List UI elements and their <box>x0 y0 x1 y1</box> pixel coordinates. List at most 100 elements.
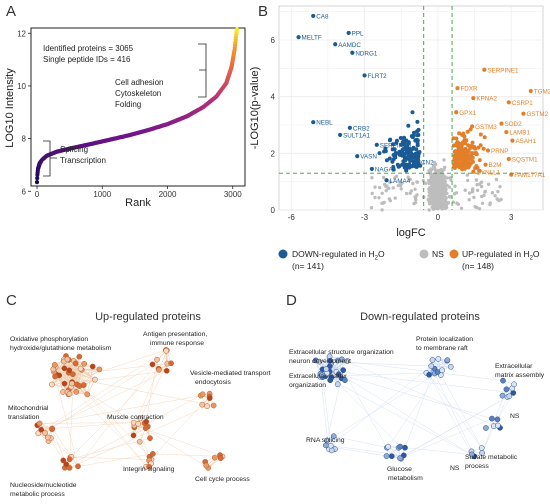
network-node <box>334 381 341 388</box>
label-neuron: neuron development <box>289 358 351 365</box>
ns-point <box>475 188 480 192</box>
rank-point <box>35 176 40 181</box>
down-point <box>396 164 401 169</box>
ns-point <box>436 174 440 179</box>
ns-point <box>439 190 444 194</box>
gene-label-down: NEBL <box>316 120 333 127</box>
down-point <box>410 110 415 115</box>
network-node <box>35 430 42 437</box>
up-point <box>458 165 463 170</box>
gene-label-down: CRB2 <box>353 125 370 132</box>
label-translation: translation <box>8 414 40 421</box>
down-point-labelled <box>355 154 360 159</box>
down-point <box>416 163 421 168</box>
network-node <box>468 451 475 458</box>
label-nucleotide-metabolic: metabolic process <box>10 491 65 498</box>
network-node <box>335 371 342 378</box>
network-node <box>444 357 451 364</box>
network-edge <box>59 375 214 406</box>
gene-label-down: PPL <box>352 30 364 37</box>
ns-point <box>451 200 456 204</box>
label-membrane-raft-2: to membrane raft <box>416 345 468 352</box>
ns-point <box>493 194 497 198</box>
down-point <box>397 152 402 157</box>
network-edge <box>342 369 393 457</box>
down-point-labelled <box>350 50 355 55</box>
panel-c-letter: C <box>6 292 17 309</box>
network-node <box>426 371 432 378</box>
ns-point <box>413 195 417 199</box>
gene-label-down: NDRG1 <box>355 50 378 57</box>
a-xtick-label: 2000 <box>159 190 177 199</box>
panel-a-ylabel: LOG10 Intensity <box>4 68 16 148</box>
network-node <box>64 356 71 363</box>
network-edge <box>337 360 504 381</box>
up-point <box>454 156 459 161</box>
gene-label-up: CSRP1 <box>512 100 533 107</box>
up-point <box>453 159 458 164</box>
down-point <box>387 138 392 143</box>
ns-point <box>495 197 499 201</box>
threshold-lines <box>279 6 543 210</box>
legend-up-count: (n= 148) <box>462 261 494 271</box>
ns-point <box>498 185 502 189</box>
network-edge <box>51 384 72 387</box>
network-node <box>49 425 55 432</box>
network-edge <box>71 368 159 457</box>
ns-point <box>453 184 457 188</box>
label-ecm-org-2: organization <box>289 382 326 389</box>
network-node <box>75 463 81 470</box>
up-point-labelled <box>506 100 511 105</box>
network-edge <box>51 363 76 385</box>
label-sulfate-2: process <box>465 463 489 470</box>
network-node <box>147 435 153 442</box>
gene-label-up: ASAH1 <box>515 138 536 145</box>
up-point <box>455 152 460 157</box>
up-point-labelled <box>455 86 460 91</box>
gene-label-up: LAMB1 <box>509 130 530 137</box>
network-edge <box>404 447 472 455</box>
network-node <box>149 451 156 457</box>
ns-point <box>447 185 452 189</box>
ns-point <box>466 178 470 183</box>
up-point-labelled <box>482 67 487 72</box>
network-node <box>137 415 144 422</box>
network-node <box>478 445 485 451</box>
ns-point <box>496 189 500 194</box>
network-edge <box>52 421 147 429</box>
network-edge <box>322 369 492 419</box>
network-node <box>80 382 87 388</box>
network-node <box>77 365 84 372</box>
gene-label-up: TGM2 <box>534 89 550 96</box>
network-edge <box>51 428 72 457</box>
network-node <box>63 461 70 468</box>
down-point-labelled <box>296 35 301 40</box>
down-point <box>391 167 396 172</box>
network-nodes <box>34 347 226 471</box>
network-edge <box>322 374 475 457</box>
label-glucose: Glucose <box>387 466 412 473</box>
ns-point <box>415 180 420 184</box>
ns-point <box>386 186 390 190</box>
ns-point <box>413 187 417 191</box>
network-node <box>73 389 80 395</box>
up-point-labelled <box>510 138 515 143</box>
network-node <box>340 367 347 373</box>
ns-point <box>465 173 470 177</box>
ns-point <box>399 187 403 191</box>
top-group-line1: Cell adhesion <box>115 78 163 87</box>
ns-point <box>439 181 443 185</box>
network-node <box>135 420 142 427</box>
ns-point <box>477 207 482 211</box>
network-node <box>217 455 224 461</box>
network-node <box>42 430 48 436</box>
down-point <box>398 136 403 140</box>
network-node <box>342 377 348 384</box>
ns-point <box>440 204 444 208</box>
up-point <box>458 148 463 153</box>
ns-point <box>407 177 411 181</box>
network-node <box>143 418 150 425</box>
down-point <box>407 165 412 170</box>
down-point <box>401 152 406 157</box>
